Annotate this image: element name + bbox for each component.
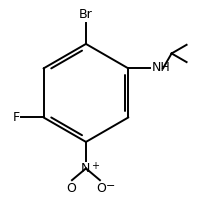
Text: O: O [96, 182, 106, 195]
Text: +: + [91, 161, 99, 171]
Text: Br: Br [79, 8, 93, 21]
Text: −: − [106, 181, 116, 191]
Text: N: N [80, 162, 90, 175]
Text: F: F [12, 111, 19, 124]
Text: O: O [66, 182, 76, 195]
Text: NH: NH [152, 61, 170, 74]
